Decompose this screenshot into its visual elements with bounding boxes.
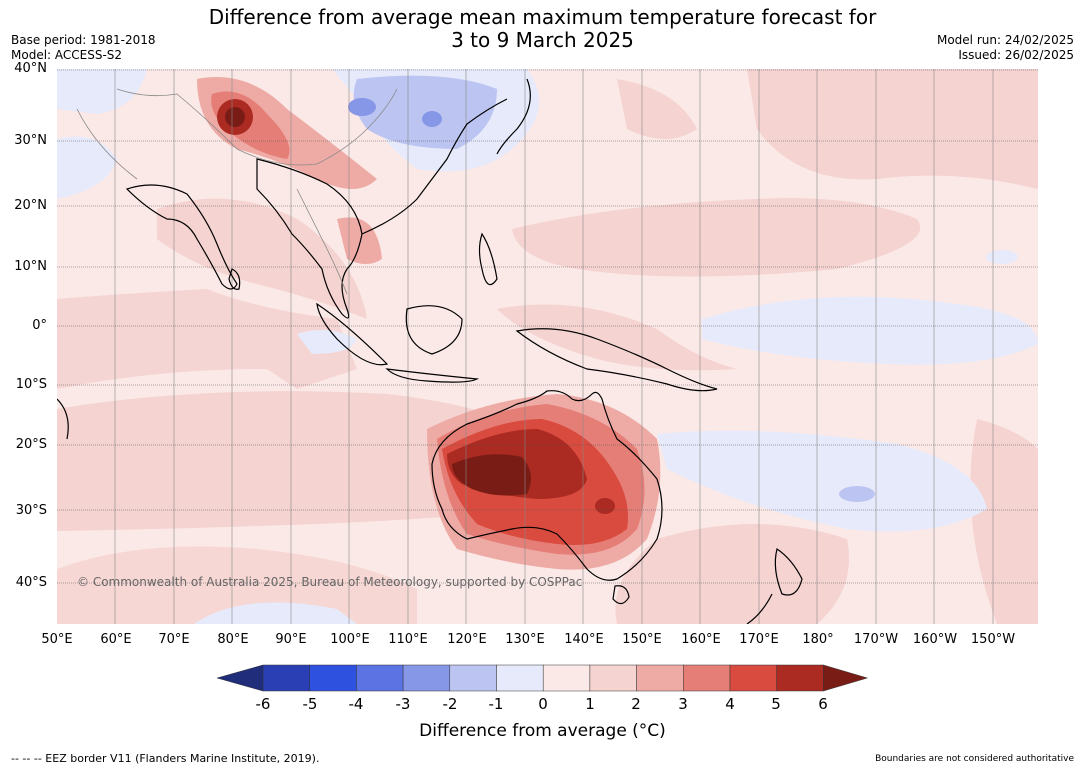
himalaya-heat-anomaly xyxy=(197,77,382,264)
colorbar-tick: 4 xyxy=(725,695,735,713)
colorbar-tick: 2 xyxy=(631,695,641,713)
coastlines xyxy=(57,78,803,624)
country-borders xyxy=(76,88,398,295)
lon-label: 120°E xyxy=(447,632,487,647)
colorbar-cell xyxy=(542,664,591,692)
lat-label: 20°N xyxy=(14,198,47,213)
lon-label: 180° xyxy=(802,632,834,647)
colorbar-cell xyxy=(449,664,497,692)
lon-label: 80°E xyxy=(217,632,249,647)
anomaly-map: © Commonwealth of Australia 2025, Bureau… xyxy=(57,69,1038,624)
lon-label: 70°E xyxy=(158,632,190,647)
lon-label: 100°E xyxy=(330,632,370,647)
model-run: Model run: 24/02/2025 xyxy=(936,33,1074,47)
colorbar-cell xyxy=(589,664,637,692)
colorbar-tick: 6 xyxy=(818,695,828,713)
lon-label: 60°E xyxy=(100,632,132,647)
colorbar-tick: -2 xyxy=(442,695,458,713)
colorbar-tick: 0 xyxy=(538,695,548,713)
map-gridlines xyxy=(114,69,994,624)
lon-label: 170°W xyxy=(853,632,899,647)
australia-heat-anomaly xyxy=(427,394,661,570)
colorbar-cell xyxy=(402,664,451,692)
colorbar-tick: -6 xyxy=(255,695,271,713)
colorbar-cell xyxy=(356,664,404,692)
colorbar-cell xyxy=(496,664,544,692)
lon-label: 90°E xyxy=(275,632,307,647)
lat-label: 20°S xyxy=(15,437,47,452)
lat-label: 40°S xyxy=(15,575,47,590)
issued-date: Issued: 26/02/2025 xyxy=(958,48,1074,62)
eez-border-legend: -- -- -- EEZ border V11 (Flanders Marine… xyxy=(11,752,320,765)
colorbar-cell xyxy=(636,664,684,692)
colorbar-extend-min xyxy=(216,664,264,692)
colorbar-cell xyxy=(262,664,310,692)
colorbar-title: Difference from average (°C) xyxy=(419,721,666,741)
lat-label: 30°N xyxy=(14,133,47,148)
lon-label: 150°W xyxy=(970,632,1016,647)
lat-label: 40°N xyxy=(14,61,47,76)
map-title-line1: Difference from average mean maximum tem… xyxy=(208,5,877,29)
lat-label: 10°N xyxy=(14,259,47,274)
lon-label: 160°E xyxy=(681,632,721,647)
colorbar-cell xyxy=(776,664,824,692)
colorbar-cell xyxy=(729,664,777,692)
map-title-line2: 3 to 9 March 2025 xyxy=(451,28,634,52)
lat-label: 10°S xyxy=(15,377,47,392)
anomaly-1-2-regions xyxy=(57,69,1038,624)
boundaries-disclaimer: Boundaries are not considered authoritat… xyxy=(875,754,1074,764)
lon-label: 150°E xyxy=(622,632,662,647)
colorbar-tick: 1 xyxy=(585,695,595,713)
colorbar xyxy=(216,664,869,692)
lon-label: 110°E xyxy=(388,632,428,647)
lon-label: 50°E xyxy=(41,632,73,647)
lon-label: 130°E xyxy=(505,632,545,647)
copyright-notice: © Commonwealth of Australia 2025, Bureau… xyxy=(77,575,582,589)
colorbar-tick: -1 xyxy=(488,695,504,713)
lat-label: 30°S xyxy=(15,503,47,518)
colorbar-tick: 3 xyxy=(678,695,688,713)
colorbar-tick: -4 xyxy=(348,695,364,713)
lon-label: 170°E xyxy=(739,632,779,647)
model-name: Model: ACCESS-S2 xyxy=(11,48,123,62)
lon-label: 160°W xyxy=(912,632,958,647)
lat-label: 0° xyxy=(32,318,47,333)
colorbar-tick: 5 xyxy=(771,695,781,713)
colorbar-cell xyxy=(683,664,731,692)
base-period: Base period: 1981-2018 xyxy=(11,33,156,47)
colorbar-tick: -3 xyxy=(395,695,411,713)
colorbar-cell xyxy=(309,664,357,692)
anomaly-negative-regions xyxy=(57,69,1038,624)
map-latitude-lines xyxy=(57,69,1038,584)
colorbar-tick: -5 xyxy=(302,695,318,713)
lon-label: 140°E xyxy=(564,632,604,647)
colorbar-extend-max xyxy=(823,664,869,692)
